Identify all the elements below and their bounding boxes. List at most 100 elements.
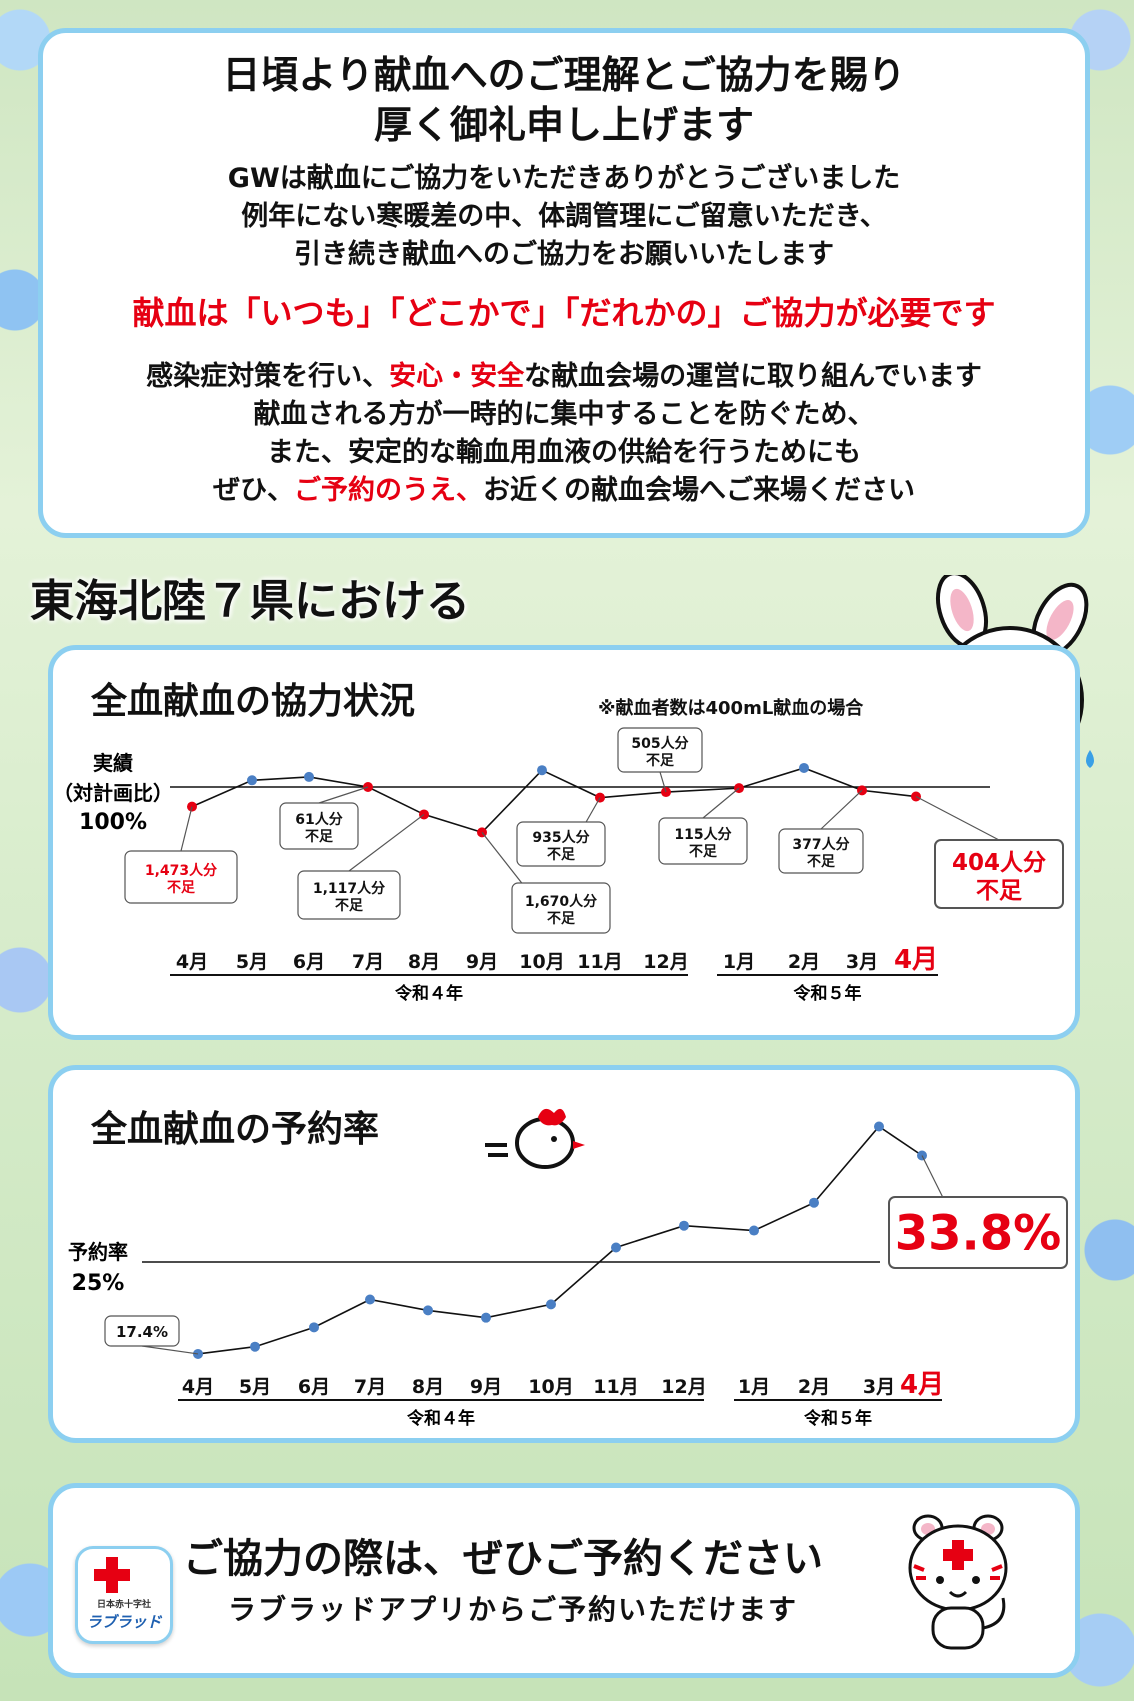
- reference-label-sub: （対計画比）: [53, 781, 173, 805]
- message-p2-line4-red: ご予約のうえ、: [294, 475, 483, 506]
- data-point: [874, 1121, 884, 1132]
- x-tick-label: 8月: [408, 951, 440, 973]
- data-point: [247, 775, 257, 786]
- x-tick-label: 7月: [354, 1376, 386, 1398]
- callout-pointer: [141, 1345, 199, 1355]
- callout-pointer: [318, 786, 369, 804]
- bird-mascot-icon: [485, 1108, 585, 1169]
- x-tick-label: 1月: [738, 1376, 770, 1398]
- callout-box: [617, 727, 703, 773]
- data-point: [611, 1242, 621, 1253]
- callout-sublabel: 不足: [976, 878, 1022, 904]
- callout: 17.4%: [104, 1315, 199, 1355]
- message-p2-line1-red: 安心・安全: [389, 361, 525, 392]
- data-point: [537, 765, 547, 776]
- reference-value-label: 100%: [79, 810, 147, 835]
- x-tick-label: 2月: [798, 1376, 830, 1398]
- message-p2-line1: 感染症対策を行い、安心・安全な献血会場の運営に取り組んでいます: [43, 359, 1085, 395]
- x-tick-label: 7月: [352, 951, 384, 973]
- callout-sublabel: 不足: [689, 844, 718, 860]
- x-tick-label: 11月: [577, 951, 622, 973]
- x-tick-label: 6月: [298, 1376, 330, 1398]
- data-point: [809, 1197, 819, 1208]
- callout: 33.8%: [888, 1155, 1068, 1269]
- x-tick-label: 4月: [182, 1376, 214, 1398]
- data-point: [749, 1225, 759, 1236]
- callout-pointer: [915, 795, 1000, 841]
- callout-box: [124, 850, 238, 904]
- callout-sublabel: 不足: [335, 898, 364, 914]
- section-title: 東海北陸７県における: [30, 576, 470, 627]
- message-body-line2: 例年にない寒暖差の中、体調管理にご留意いただき、: [241, 201, 887, 232]
- callout-box: [279, 802, 359, 850]
- callout-sublabel: 不足: [547, 847, 576, 863]
- footer-subtitle: ラブラッドアプリからご予約いただけます: [228, 1593, 799, 1626]
- year-group-label: 令和５年: [794, 983, 862, 1004]
- footer-panel: ご協力の際は、ぜひご予約ください ラブラッドアプリからご予約いただけます 日本赤…: [48, 1483, 1080, 1678]
- data-point: [679, 1220, 689, 1231]
- callout-label: 1,117人分: [313, 880, 385, 897]
- callout-sublabel: 不足: [305, 829, 334, 845]
- data-point: [309, 1322, 319, 1333]
- x-tick-label: 2月: [788, 951, 820, 973]
- callout-box: [934, 839, 1064, 909]
- message-emphasis: 献血は「いつも」「どこかで」「だれかの」ご協力が必要です: [132, 294, 996, 332]
- data-point: [304, 771, 314, 782]
- callout-label: 404人分: [952, 850, 1046, 876]
- x-tick-label: 5月: [236, 951, 268, 973]
- app-icon[interactable]: 日本赤十字社 ラブラッド: [75, 1546, 173, 1644]
- x-tick-label: 4月: [900, 1370, 944, 1400]
- callout-box: [297, 870, 401, 920]
- year-group-label: 令和４年: [407, 1408, 475, 1429]
- chart2-title: 全血献血の予約率: [91, 1109, 380, 1150]
- callout-label: 61人分: [295, 811, 342, 828]
- callout-label: 935人分: [532, 829, 589, 846]
- year-group-label: 令和４年: [395, 983, 463, 1004]
- callout-box: [888, 1196, 1068, 1269]
- x-tick-label: 12月: [643, 951, 688, 973]
- data-point: [250, 1341, 260, 1352]
- data-point: [799, 762, 809, 773]
- message-heading-line1: 日頃より献血へのご理解とご協力を賜り: [222, 53, 906, 97]
- data-point: [481, 1312, 491, 1323]
- x-tick-label: 9月: [466, 951, 498, 973]
- callout-label: 1,670人分: [525, 893, 597, 910]
- callout-box: [511, 882, 611, 934]
- callout-pointer: [659, 771, 667, 793]
- message-heading-line2: 厚く御礼申し上げます: [373, 103, 754, 147]
- callout-pointer: [702, 787, 740, 819]
- message-p2-line4: ぜひ、ご予約のうえ、お近くの献血会場へご来場ください: [43, 473, 1085, 509]
- red-cross-icon: [94, 1557, 130, 1593]
- message-p2-line4-b: お近くの献血会場へご来場ください: [483, 475, 915, 506]
- callout-label: 17.4%: [116, 1323, 168, 1341]
- chart1-note: ※献血者数は400mL献血の場合: [598, 698, 864, 719]
- message-body-line1: GWは献血にご協力をいただきありがとうございました: [227, 163, 901, 194]
- callout-sublabel: 不足: [646, 753, 675, 769]
- callout-label: 115人分: [674, 826, 731, 843]
- x-tick-label: 3月: [846, 951, 878, 973]
- callout-box: [778, 828, 864, 874]
- footer-title: ご協力の際は、ぜひご予約ください: [183, 1536, 823, 1582]
- x-tick-label: 1月: [723, 951, 755, 973]
- callout-sublabel: 不足: [547, 911, 576, 927]
- callout-label: 1,473人分: [145, 862, 217, 879]
- message-p2-line1-a: 感染症対策を行い、: [146, 361, 390, 392]
- data-point: [546, 1299, 556, 1310]
- x-tick-label: 4月: [176, 951, 208, 973]
- reference-label: 実績: [93, 751, 133, 775]
- x-tick-label: 6月: [293, 951, 325, 973]
- callout-label: 505人分: [631, 735, 688, 752]
- reference-label: 予約率: [68, 1240, 128, 1264]
- x-tick-label: 11月: [593, 1376, 638, 1398]
- year-group-label: 令和５年: [804, 1408, 872, 1429]
- callout-pointer: [820, 789, 863, 830]
- message-body-line3: 引き続き献血へのご協力をお願いいたします: [294, 239, 834, 270]
